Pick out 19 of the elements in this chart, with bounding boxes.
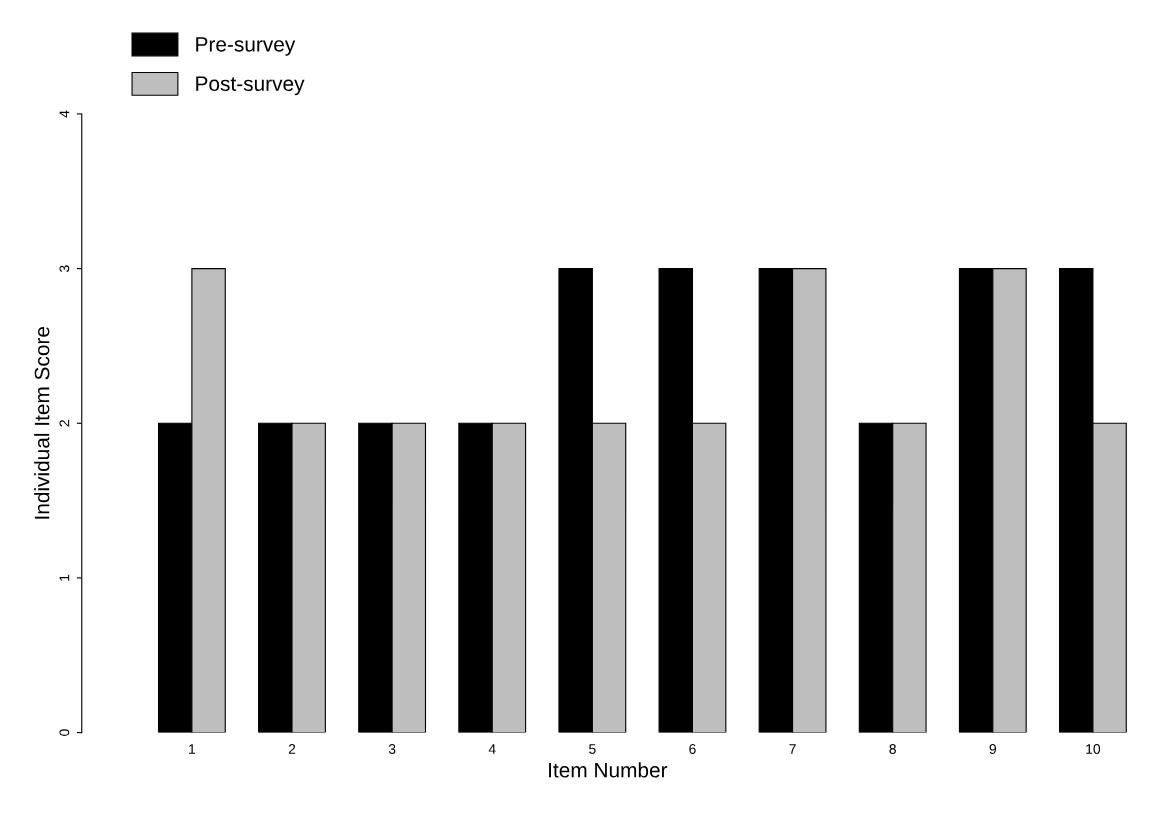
y-tick-label: 3 [59,265,70,272]
x-tick-label: 10 [1086,744,1101,754]
x-tick-label: 3 [388,744,396,754]
y-tick-label: 4 [59,110,70,118]
legend-label: Post-survey [196,76,305,96]
x-tick-label: 7 [789,744,796,754]
x-tick-label: 4 [488,744,496,754]
x-tick-label: 8 [889,744,896,754]
y-tick-label: 2 [59,420,70,427]
x-axis-title: Item Number [549,762,668,778]
x-tick-label: 6 [689,744,696,754]
y-tick-label: 0 [59,729,70,736]
y-tick-label: 1 [59,574,70,581]
y-axis-title: Individual Item Score [34,326,50,519]
x-tick-label: 1 [189,744,196,754]
x-tick-label: 2 [288,744,296,754]
legend-label: Pre-survey [196,37,296,56]
x-tick-label: 5 [589,744,596,754]
x-tick-label: 9 [989,744,996,754]
